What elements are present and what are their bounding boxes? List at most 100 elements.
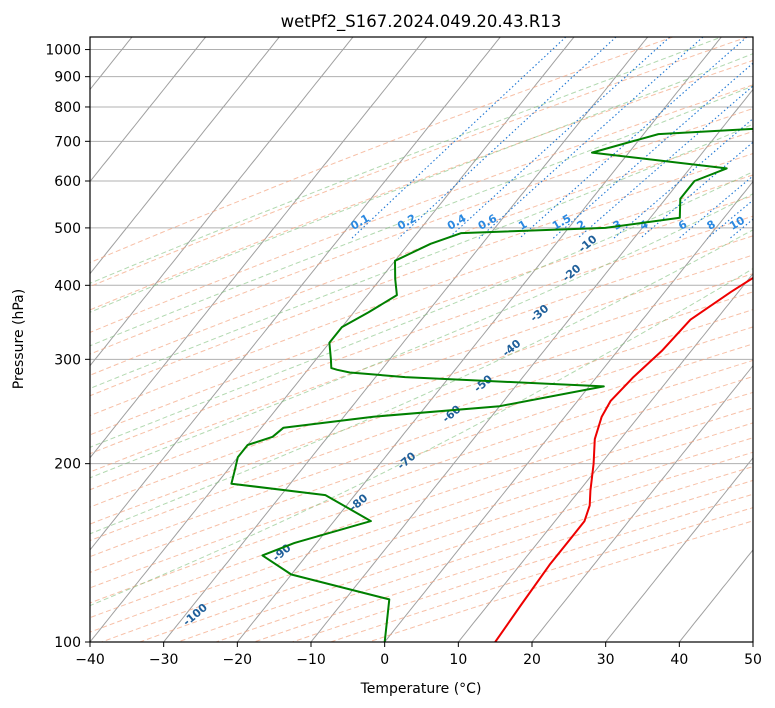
y-tick-label: 200: [54, 457, 81, 473]
dry-adiabat-line: [90, 273, 753, 508]
temperature-line: [494, 276, 753, 642]
mixing-ratio-line: [552, 62, 753, 239]
isotherm-line: [90, 37, 428, 459]
x-tick-label: 0: [380, 652, 389, 668]
x-tick-label: 30: [597, 652, 615, 668]
dry-adiabat-line: [90, 215, 753, 455]
dry-adiabat-line: [90, 235, 753, 473]
mixing-ratio-line: [478, 37, 704, 239]
isohume-label: -50: [471, 372, 495, 395]
y-tick-label: 800: [54, 100, 81, 116]
x-tick-label: 20: [523, 652, 541, 668]
isotherm-line: [90, 37, 501, 551]
dry-adiabat-line: [90, 174, 753, 417]
dry-adiabat-line: [90, 375, 753, 604]
dry-adiabat-line: [90, 254, 753, 491]
isotherm-line: [531, 364, 753, 642]
x-tick-label: −30: [149, 652, 179, 668]
moist-adiabat-line: [90, 53, 753, 313]
moist-adiabat-line: [90, 85, 753, 347]
dry-adiabat-line: [90, 407, 753, 633]
profile-lines: [230, 127, 753, 642]
y-tick-label: 600: [54, 174, 81, 190]
mixing-ratio-label: 13: [755, 214, 775, 233]
isotherm-line: [90, 37, 354, 367]
x-tick-label: −40: [75, 652, 105, 668]
x-tick-label: 50: [744, 652, 762, 668]
isohume-label: -80: [347, 491, 371, 514]
mixing-ratio-label: 0.2: [395, 212, 418, 233]
isotherm-line: [310, 88, 753, 642]
dry-adiabat-line: [138, 437, 753, 642]
dry-adiabat-line: [90, 107, 753, 355]
background-lines: [0, 37, 775, 644]
mixing-ratio-line: [757, 37, 775, 238]
dry-adiabat-line: [252, 479, 753, 642]
mixing-ratio-line: [706, 199, 753, 239]
isotherm-line: [384, 180, 753, 642]
axes: −40 −30 −20 −10 0 10 20 30 40 50 100 200 300 400 500 60…: [45, 43, 762, 668]
dry-adiabat-line: [100, 422, 753, 642]
x-tick-label: −10: [296, 652, 326, 668]
mixing-ratio-label: 0.1: [348, 212, 371, 233]
mixing-ratio-line: [398, 37, 617, 239]
isotherm-line: [752, 641, 753, 642]
plot-area: 0.10.20.40.611.52346810131620253036-100-…: [0, 37, 775, 644]
isohume-label: -70: [395, 449, 419, 472]
mixing-ratio-line: [577, 85, 753, 239]
isotherm-line: [678, 549, 753, 642]
dry-adiabat-line: [214, 466, 753, 642]
chart-title: wetPf2_S167.2024.049.20.43.R13: [281, 12, 562, 32]
y-axis-title: Pressure (hPa): [11, 289, 27, 389]
dry-adiabat-line: [328, 507, 753, 642]
isotherm-line: [457, 272, 753, 642]
dry-adiabat-line: [90, 309, 753, 542]
y-tick-label: 400: [54, 278, 81, 294]
dry-adiabat-line: [176, 451, 753, 642]
y-tick-label: 900: [54, 70, 81, 86]
mixing-ratio-line: [678, 175, 753, 239]
y-tick-label: 700: [54, 134, 81, 150]
dry-adiabat-line: [90, 326, 753, 558]
moist-adiabat-line: [90, 193, 753, 479]
dry-adiabat-line: [90, 37, 748, 288]
x-axis-title: Temperature (°C): [360, 681, 482, 697]
plot-frame: [89, 36, 754, 643]
y-tick-label: 300: [54, 352, 81, 368]
isohume-label: -60: [440, 402, 464, 425]
dry-adiabat-line: [90, 152, 753, 397]
dry-adiabat-line: [90, 291, 753, 525]
dry-adiabat-line: [90, 130, 753, 376]
x-tick-label: 40: [670, 652, 688, 668]
dry-adiabat-line: [367, 520, 753, 642]
mixing-ratio-label: 8: [705, 218, 718, 233]
dry-adiabat-line: [90, 359, 753, 589]
isohume-label: -10: [576, 232, 600, 255]
isotherm-line: [0, 37, 58, 644]
moist-adiabat-line: [90, 171, 753, 448]
mixing-ratio-line: [613, 117, 753, 239]
moist-adiabat-line: [90, 37, 719, 284]
isotherm-line: [605, 457, 753, 642]
isohume-label: -100: [181, 601, 211, 629]
y-tick-label: 100: [54, 635, 81, 651]
isotherm-line: [90, 37, 207, 183]
dry-adiabat-line: [290, 493, 753, 642]
isohume-label: -20: [560, 262, 584, 285]
x-tick-label: 10: [449, 652, 467, 668]
x-tick-label: −20: [223, 652, 253, 668]
mixing-ratio-line: [519, 37, 748, 239]
dry-adiabat-line: [90, 59, 753, 311]
mixing-ratio-label: 2: [575, 218, 588, 233]
dry-adiabat-line: [90, 343, 753, 573]
mixing-ratio-line: [639, 141, 753, 239]
mixing-ratio-label: 0.4: [445, 212, 469, 233]
dry-adiabat-line: [90, 84, 753, 333]
moist-adiabat-line: [90, 123, 753, 389]
dry-adiabat-line: [90, 195, 753, 436]
isotherm-line: [90, 37, 280, 275]
isohume-label: -30: [528, 302, 552, 325]
isotherm-line: [163, 37, 649, 642]
moist-adiabat-line: [90, 229, 753, 535]
dewpoint-line: [230, 127, 753, 642]
